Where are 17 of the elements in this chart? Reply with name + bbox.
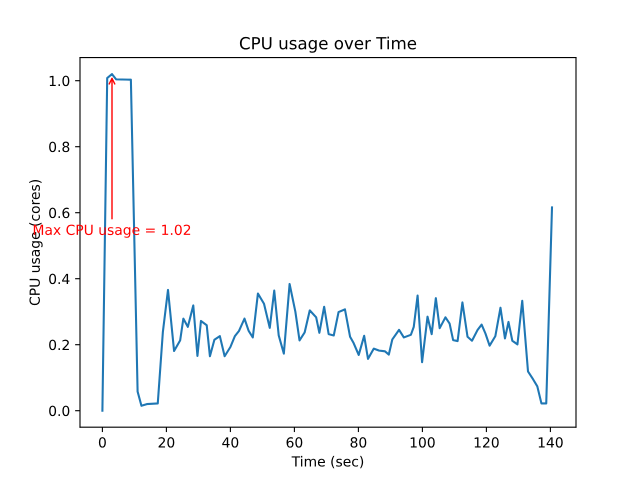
x-tick-label: 140 bbox=[538, 437, 563, 448]
y-tick-label: 0.4 bbox=[49, 274, 70, 284]
chart-title: CPU usage over Time bbox=[240, 36, 416, 53]
x-tick-label: 60 bbox=[286, 437, 302, 448]
x-tick-label: 40 bbox=[222, 437, 238, 448]
y-tick-label: 0.0 bbox=[49, 406, 70, 416]
x-tick-label: 100 bbox=[410, 437, 435, 448]
y-tick-label: 1.0 bbox=[50, 76, 70, 86]
x-tick-label: 80 bbox=[350, 437, 366, 448]
line-series bbox=[101, 73, 554, 412]
x-tick-label: 120 bbox=[474, 437, 499, 448]
y-tick-label: 0.8 bbox=[49, 142, 70, 152]
x-tick-label: 0 bbox=[98, 437, 106, 448]
y-tick-label: 0.6 bbox=[49, 208, 70, 218]
x-axis-title: Time (sec) bbox=[292, 456, 364, 468]
y-tick-label: 0.2 bbox=[49, 340, 69, 350]
x-tick-label: 20 bbox=[158, 437, 174, 448]
